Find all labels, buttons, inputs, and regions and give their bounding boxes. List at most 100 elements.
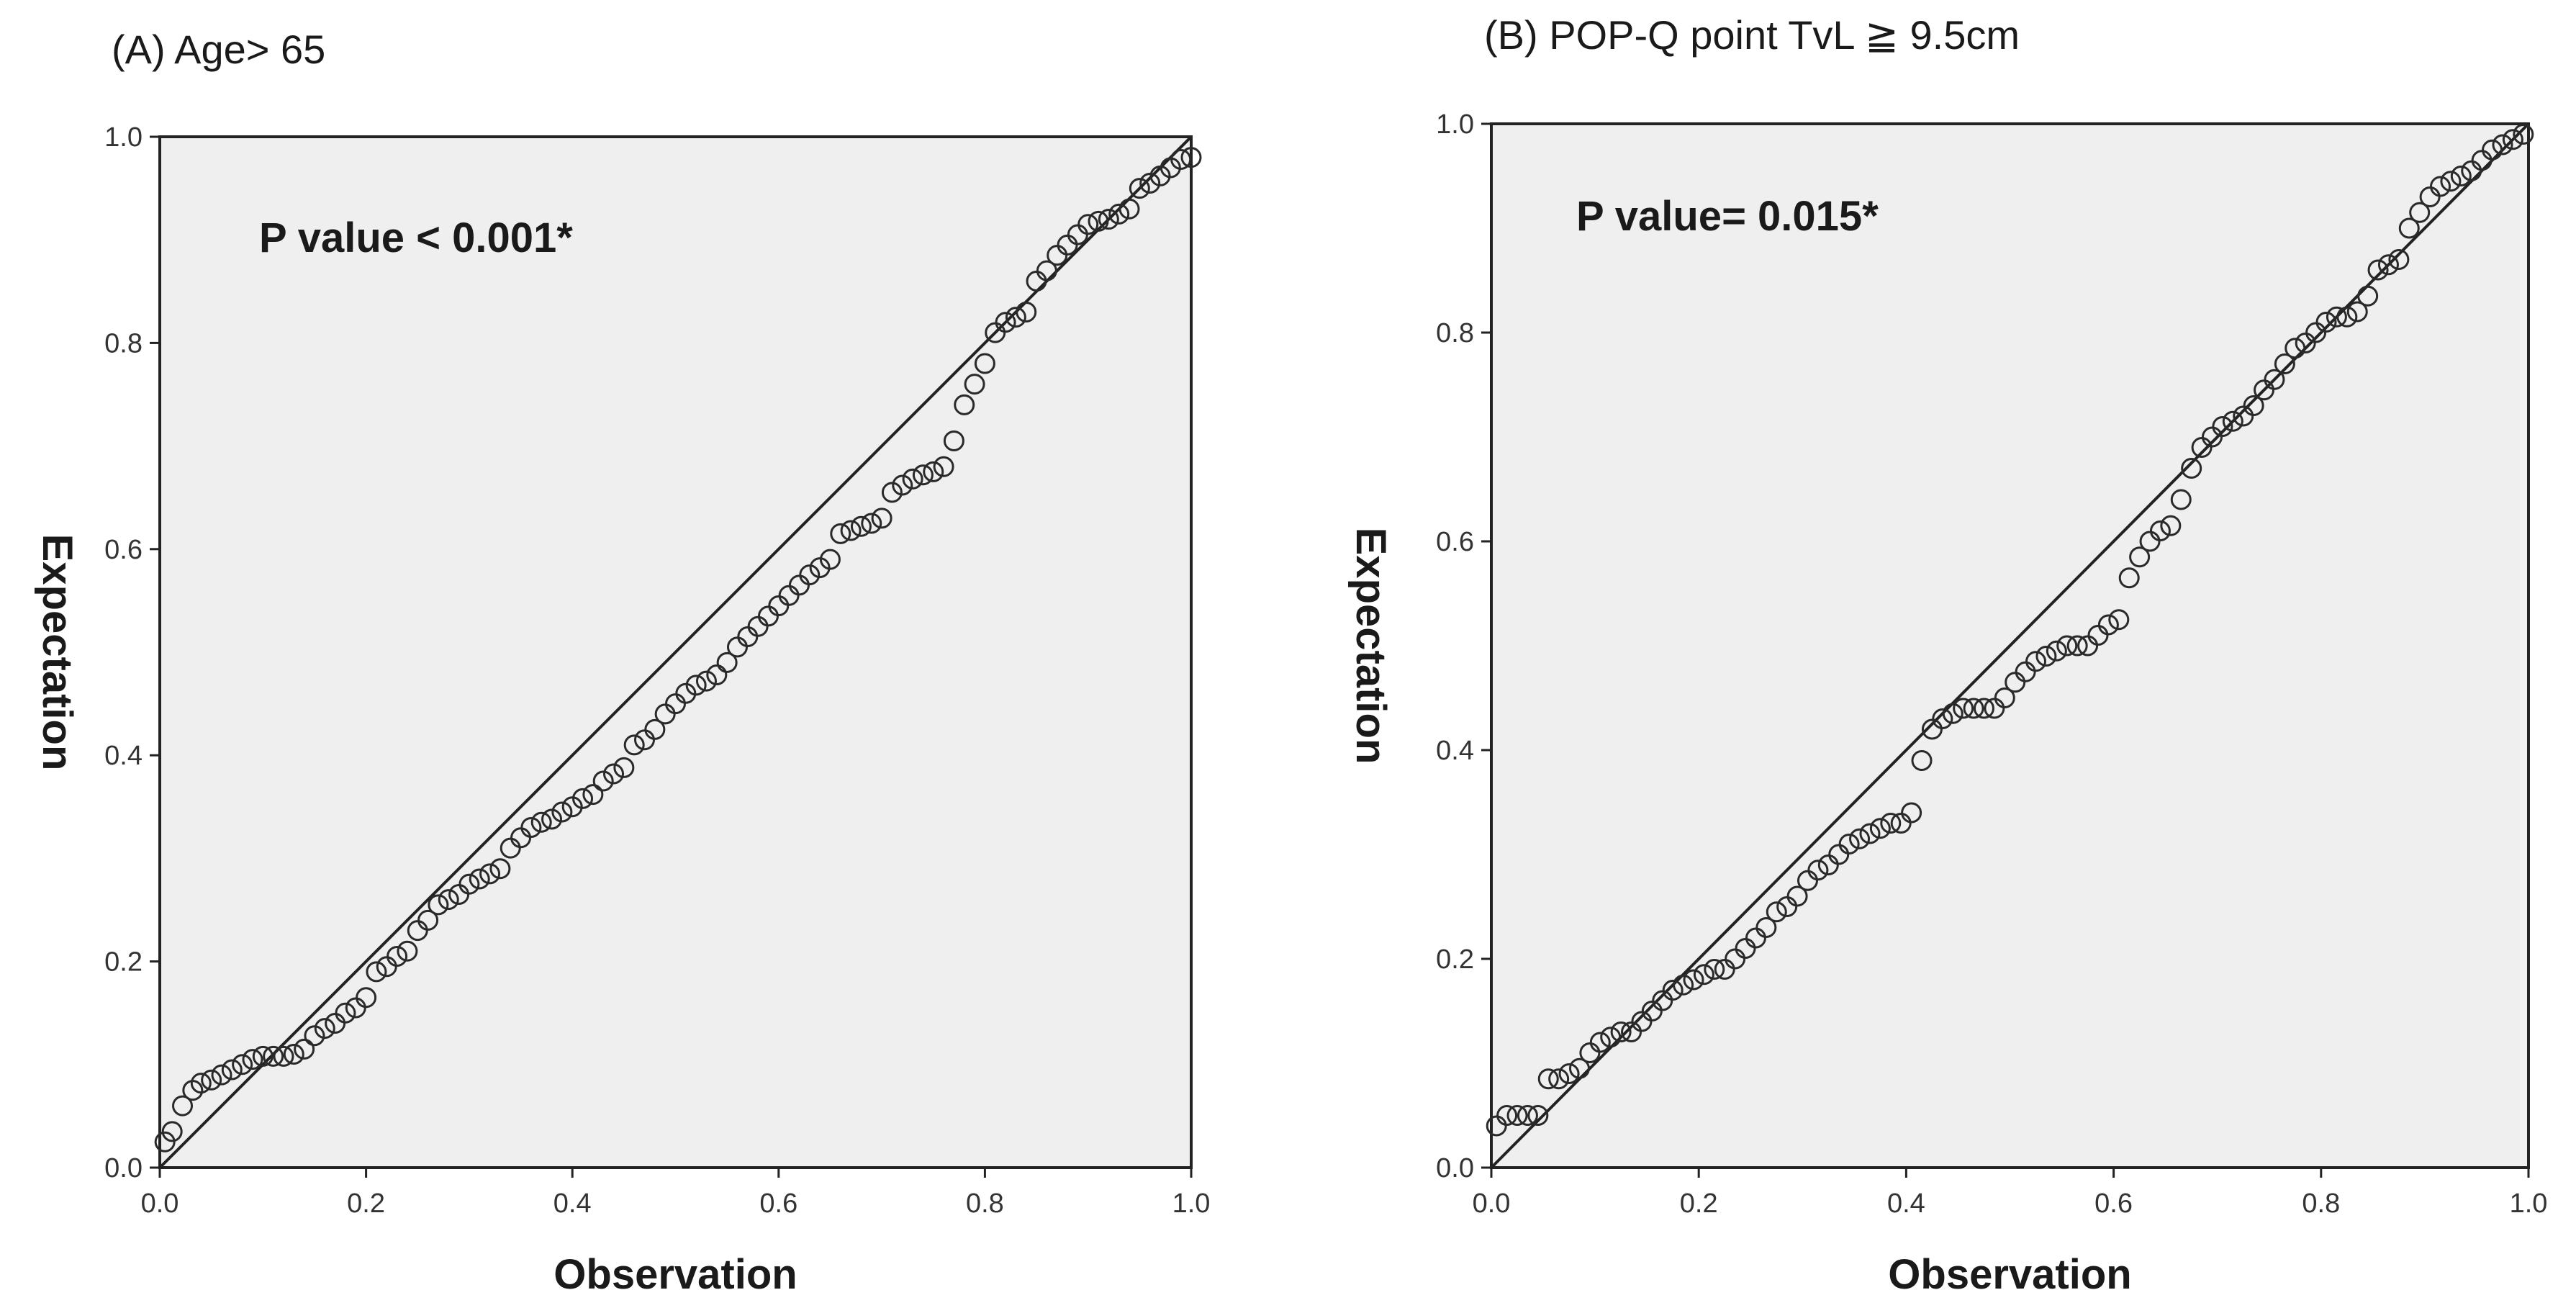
data-point [871,508,892,529]
data-point [2056,635,2078,657]
data-point [201,1069,222,1091]
data-point [644,718,666,740]
data-point [551,801,573,823]
y-tick-label: 0.0 [1436,1153,1474,1183]
data-point [1170,149,1192,171]
data-point [1786,885,1808,907]
data-point [1139,172,1161,194]
x-tick-label: 0.2 [347,1189,385,1219]
y-axis-title: Expectation [1347,528,1394,764]
data-point [1537,1068,1559,1090]
x-tick-label: 0.8 [966,1189,1004,1219]
data-point [1994,687,2015,708]
data-point [2502,129,2523,150]
series-observed [1486,124,2534,1137]
data-point [2336,306,2358,328]
data-point [1527,1105,1549,1126]
data-point [2492,134,2513,155]
data-point [902,468,923,490]
data-point [2284,338,2306,359]
data-point [541,808,563,830]
x-tick-label: 0.2 [1680,1189,1718,1219]
data-point [1869,818,1891,839]
data-point [356,987,377,1009]
x-tick-label: 0.0 [1473,1189,1511,1219]
data-point [1683,969,1704,991]
data-point [850,515,872,537]
data-point [603,763,625,785]
data-point [2066,635,2088,657]
data-point [438,889,459,911]
data-point [1600,1027,1622,1048]
x-axis-title: Observation [1888,1251,2131,1298]
x-tick-label: 0.4 [553,1189,592,1219]
data-point [1108,203,1130,225]
data-point [397,940,418,962]
panel-title: (A) Age> 65 [112,27,325,72]
data-point [2160,515,2182,536]
data-point [2025,651,2047,672]
data-point [2315,312,2337,333]
data-point [716,651,738,673]
data-point [2482,139,2503,161]
data-point [819,549,841,570]
data-point [2046,640,2067,662]
series-observed [154,147,1202,1153]
data-point [2264,369,2285,390]
data-point [172,1095,194,1117]
data-point [912,464,934,486]
data-point [2430,176,2451,197]
data-point [366,961,387,983]
data-point [1901,802,1922,824]
data-point [469,868,490,890]
data-point [2097,614,2119,636]
data-point [964,374,985,395]
data-point [2440,171,2462,192]
data-point [2388,249,2410,270]
data-point [933,456,954,477]
data-point [943,430,964,451]
data-point [1506,1105,1528,1126]
x-tick-label: 1.0 [1172,1189,1211,1219]
data-point [294,1038,315,1060]
data-point [2181,458,2202,479]
data-point [954,394,975,415]
data-point [1849,828,1871,849]
data-point [1807,860,1829,881]
y-tick-label: 0.2 [1436,944,1474,975]
y-tick-label: 1.0 [1436,109,1474,140]
data-point [1755,917,1777,938]
y-tick-label: 0.6 [1436,527,1474,557]
data-point [211,1064,232,1086]
data-point [2450,166,2472,186]
data-point [2409,202,2431,223]
data-point [2222,410,2243,432]
data-point [1880,813,1902,834]
data-point [387,945,408,967]
data-point [2035,646,2057,667]
data-point [2274,353,2295,374]
data-point [2212,416,2233,437]
y-axis-title: Expectation [34,534,81,771]
y-tick-label: 0.4 [1436,736,1474,766]
data-point [2398,217,2420,239]
y-tick-label: 0.0 [104,1153,143,1183]
data-point [335,1002,356,1024]
data-point [695,670,717,692]
data-point [1005,307,1026,328]
x-tick-label: 1.0 [2510,1189,2548,1219]
data-point [995,312,1016,333]
data-point [314,1018,335,1039]
data-point [1517,1105,1538,1126]
p-value-annotation: P value < 0.001* [259,215,573,261]
data-point [273,1045,294,1067]
data-point [2170,489,2192,510]
data-point [1036,260,1057,281]
data-point [1548,1068,1570,1090]
data-point [1932,708,1953,729]
data-point [1693,964,1714,985]
data-point [190,1073,212,1094]
data-point [592,770,614,792]
data-point [1098,209,1119,230]
